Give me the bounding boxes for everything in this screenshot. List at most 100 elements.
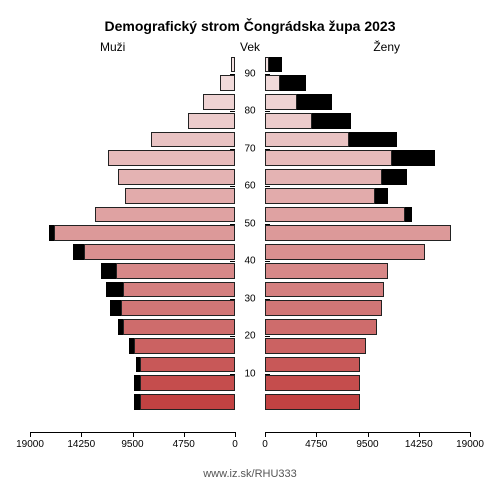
x-tick — [81, 432, 82, 437]
women-bar — [265, 113, 312, 129]
men-bar — [123, 282, 235, 298]
women-bar — [265, 357, 360, 373]
y-tick-mark — [230, 374, 235, 375]
y-tick-label: 60 — [235, 181, 265, 192]
men-bar-row — [30, 243, 235, 262]
men-bar-row — [30, 186, 235, 205]
women-bar — [265, 282, 384, 298]
x-tick-label: 4750 — [305, 439, 327, 450]
x-tick — [470, 432, 471, 437]
x-tick-label: 0 — [232, 439, 238, 450]
men-bar — [123, 319, 235, 335]
women-bar — [265, 375, 360, 391]
men-bar — [188, 113, 235, 129]
men-bar — [84, 244, 235, 260]
y-tick-mark — [230, 111, 235, 112]
women-bar — [265, 263, 388, 279]
men-bar — [121, 300, 235, 316]
men-bar-row — [30, 299, 235, 318]
population-pyramid-chart: Demografický strom Čongrádska župa 2023 … — [0, 0, 500, 500]
y-tick-label: 30 — [235, 293, 265, 304]
y-tick-label: 80 — [235, 106, 265, 117]
women-bar — [265, 169, 382, 185]
men-bar — [203, 94, 235, 110]
women-bar-row — [265, 168, 470, 187]
women-panel — [265, 55, 470, 430]
x-tick — [265, 432, 266, 437]
men-bar — [118, 169, 235, 185]
x-tick — [235, 432, 236, 437]
men-bar-row — [30, 149, 235, 168]
women-bar — [265, 300, 382, 316]
x-tick — [368, 432, 369, 437]
men-bar-row — [30, 55, 235, 74]
women-bar-row — [265, 243, 470, 262]
y-tick-label: 90 — [235, 68, 265, 79]
women-bar — [265, 338, 366, 354]
men-bar — [140, 375, 235, 391]
x-tick — [419, 432, 420, 437]
women-bar-row — [265, 55, 470, 74]
men-bar-row — [30, 280, 235, 299]
women-bar — [265, 319, 377, 335]
y-tick-mark — [230, 74, 235, 75]
women-bar — [265, 132, 349, 148]
women-bar-row — [265, 224, 470, 243]
x-tick — [30, 432, 31, 437]
plot-area: 102030405060708090 — [30, 55, 470, 430]
x-tick — [133, 432, 134, 437]
men-bar — [220, 75, 235, 91]
x-tick — [184, 432, 185, 437]
x-tick — [316, 432, 317, 437]
women-bar-row — [265, 374, 470, 393]
x-tick-label: 9500 — [121, 439, 143, 450]
y-tick-label: 70 — [235, 143, 265, 154]
men-bar-row — [30, 111, 235, 130]
women-bar-row — [265, 74, 470, 93]
men-bar — [95, 207, 235, 223]
men-bar-row — [30, 130, 235, 149]
y-tick-mark — [230, 149, 235, 150]
x-tick-label: 19000 — [456, 439, 484, 450]
men-bar-row — [30, 336, 235, 355]
x-tick-label: 9500 — [356, 439, 378, 450]
label-women: Ženy — [373, 40, 400, 54]
y-tick-mark — [230, 186, 235, 187]
men-bar-row — [30, 93, 235, 112]
women-bar — [265, 94, 297, 110]
x-tick-label: 19000 — [16, 439, 44, 450]
x-tick-label: 0 — [262, 439, 268, 450]
y-tick-label: 10 — [235, 368, 265, 379]
y-tick-mark — [230, 261, 235, 262]
women-bar-row — [265, 261, 470, 280]
x-tick-label: 14250 — [67, 439, 95, 450]
women-bar-row — [265, 318, 470, 337]
women-bar-row — [265, 130, 470, 149]
y-tick-label: 50 — [235, 218, 265, 229]
x-tick-label: 4750 — [173, 439, 195, 450]
women-bar-row — [265, 111, 470, 130]
men-bar — [54, 225, 235, 241]
men-bar-row — [30, 168, 235, 187]
men-panel — [30, 55, 235, 430]
y-tick-label: 20 — [235, 331, 265, 342]
men-bar-row — [30, 261, 235, 280]
men-bar-row — [30, 224, 235, 243]
women-bar — [265, 75, 280, 91]
women-bar — [265, 244, 425, 260]
women-bar-row — [265, 393, 470, 412]
men-bar — [134, 338, 235, 354]
women-bar-row — [265, 205, 470, 224]
men-bar — [151, 132, 235, 148]
women-bar-row — [265, 355, 470, 374]
men-bar-row — [30, 374, 235, 393]
men-bar-row — [30, 318, 235, 337]
chart-title: Demografický strom Čongrádska župa 2023 — [0, 18, 500, 34]
label-age: Vek — [0, 40, 500, 54]
women-bar — [265, 207, 405, 223]
women-bar — [265, 394, 360, 410]
women-bar — [265, 188, 375, 204]
y-tick-mark — [230, 299, 235, 300]
men-bar — [108, 150, 235, 166]
women-bar-row — [265, 299, 470, 318]
